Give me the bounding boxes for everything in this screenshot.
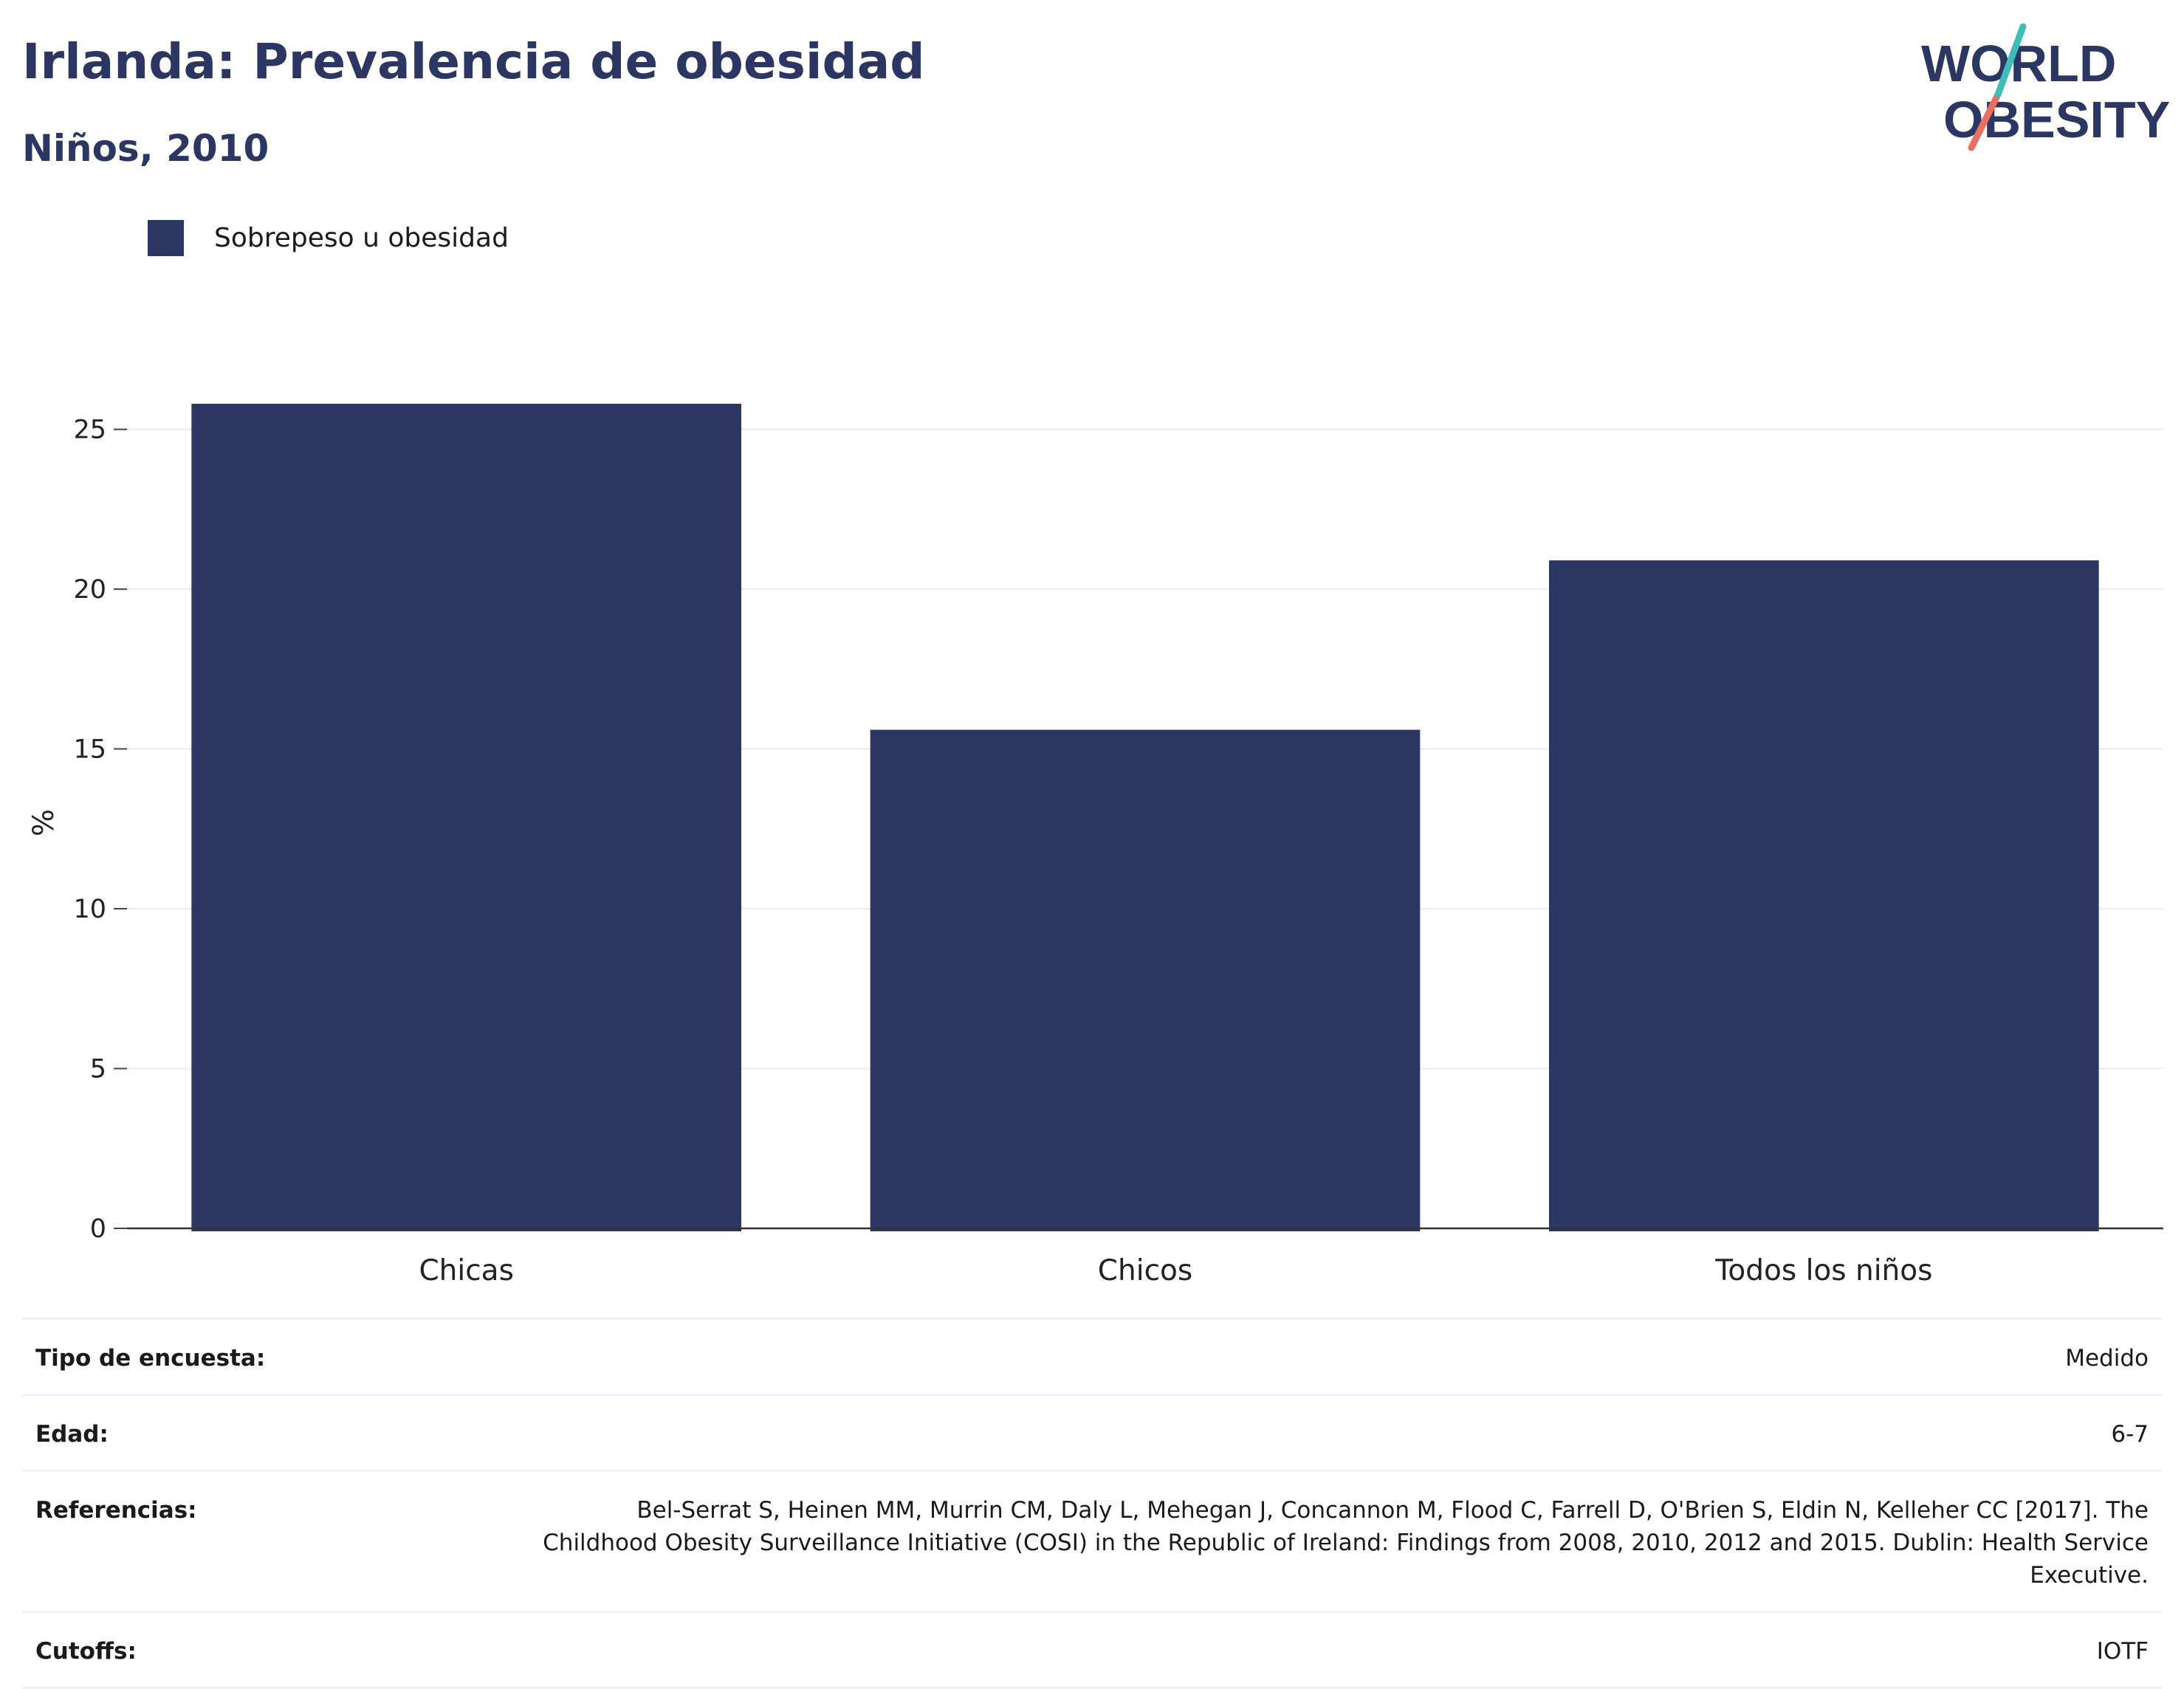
meta-row-survey: Tipo de encuesta: Medido — [22, 1318, 2162, 1394]
meta-label: Edad: — [35, 1421, 109, 1448]
y-tick-label: 5 — [90, 1055, 106, 1084]
meta-value: Medido — [2065, 1345, 2149, 1372]
meta-label: Tipo de encuesta: — [35, 1345, 266, 1372]
x-tick-label: Chicas — [419, 1254, 513, 1284]
meta-label: Referencias: — [35, 1497, 197, 1524]
y-axis-title: % — [27, 809, 61, 836]
legend-label: Sobrepeso u obesidad — [214, 223, 509, 253]
x-tick-label: Chicos — [1098, 1254, 1192, 1284]
chart-subtitle: Niños, 2010 — [22, 127, 269, 170]
bar-todos-los-niños — [1549, 560, 2099, 1231]
meta-row-age: Edad: 6-7 — [22, 1394, 2162, 1470]
meta-value: 6-7 — [2111, 1421, 2149, 1448]
svg-text:OBESITY: OBESITY — [1943, 91, 2170, 148]
chart-title: Irlanda: Prevalencia de obesidad — [22, 33, 925, 90]
bars — [191, 403, 2099, 1231]
bar-chicos — [870, 729, 1421, 1231]
y-tick-label: 20 — [73, 575, 106, 605]
x-tick-label: Todos los niños — [1714, 1254, 1932, 1284]
meta-label: Cutoffs: — [35, 1638, 137, 1665]
y-tick-label: 10 — [73, 895, 106, 924]
axes: 0 5 10 15 20 25 Chicas Chicos Todos los niños% — [27, 416, 2163, 1284]
metadata-table: Tipo de encuesta: Medido Edad: 6-7 Refer… — [22, 1318, 2162, 1689]
y-tick-label: 0 — [90, 1214, 106, 1244]
meta-value: Bel-Serrat S, Heinen MM, Murrin CM, Daly… — [543, 1497, 2149, 1589]
bar-chicas — [191, 403, 741, 1231]
meta-row-cutoffs: Cutoffs: IOTF — [22, 1611, 2162, 1689]
meta-row-references: Referencias: Bel-Serrat S, Heinen MM, Mu… — [22, 1470, 2162, 1611]
world-obesity-logo: WORLD OBESITY — [1921, 23, 2170, 151]
meta-value: IOTF — [2096, 1638, 2149, 1665]
y-tick-label: 25 — [73, 416, 106, 445]
bar-chart: 0 5 10 15 20 25 Chicas Chicos Todos los niños% — [27, 403, 2163, 1284]
legend: Sobrepeso u obesidad — [148, 220, 509, 256]
legend-swatch — [148, 220, 184, 256]
y-tick-label: 15 — [73, 735, 106, 765]
